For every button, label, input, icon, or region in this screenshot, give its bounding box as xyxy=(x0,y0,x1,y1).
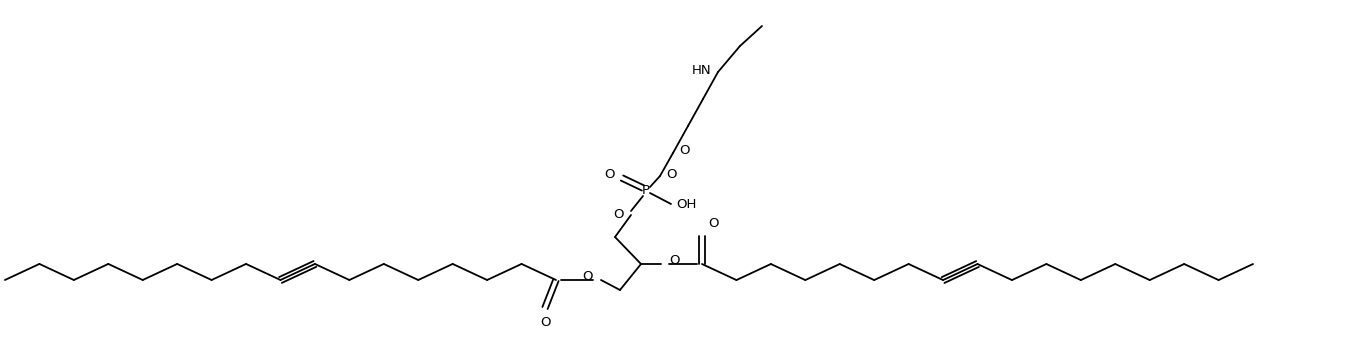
Text: O: O xyxy=(669,253,680,266)
Text: O: O xyxy=(666,168,677,181)
Text: HN: HN xyxy=(692,63,711,76)
Text: O: O xyxy=(541,316,551,329)
Text: P: P xyxy=(643,184,649,197)
Text: O: O xyxy=(614,207,623,220)
Text: O: O xyxy=(582,270,593,283)
Text: O: O xyxy=(708,217,718,230)
Text: O: O xyxy=(680,145,689,157)
Text: OH: OH xyxy=(675,197,696,210)
Text: O: O xyxy=(604,168,615,181)
